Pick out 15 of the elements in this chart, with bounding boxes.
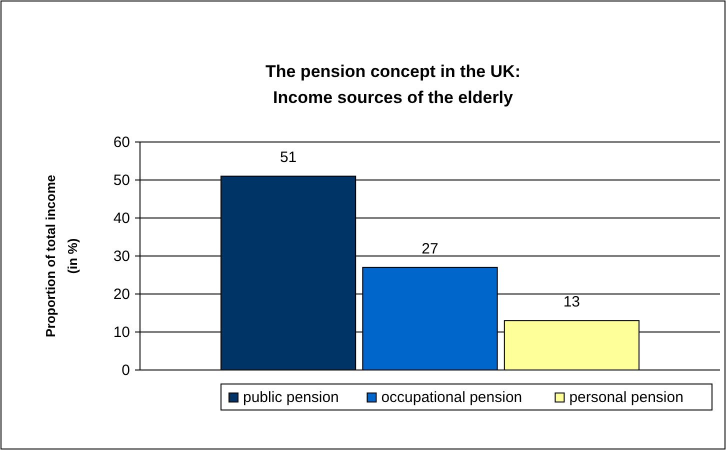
y-tick-label: 40: [113, 210, 130, 227]
y-tick-label: 10: [113, 324, 130, 341]
y-tick-label: 0: [122, 362, 130, 379]
y-tick-label: 50: [113, 172, 130, 189]
legend-label: personal pension: [569, 389, 684, 406]
data-label: 51: [280, 149, 297, 166]
y-axis-title: Proportion of total income (in %): [43, 174, 80, 338]
legend-label: public pension: [243, 389, 339, 406]
legend-label: occupational pension: [381, 389, 522, 406]
y-tick-label: 20: [113, 286, 130, 303]
data-label: 13: [563, 294, 580, 311]
y-tick-label: 60: [113, 134, 130, 151]
data-label: 27: [422, 240, 438, 258]
y-tick-label: 30: [113, 248, 130, 265]
chart-title: The pension concept in the UK: Income sources of the elderly: [265, 62, 521, 107]
